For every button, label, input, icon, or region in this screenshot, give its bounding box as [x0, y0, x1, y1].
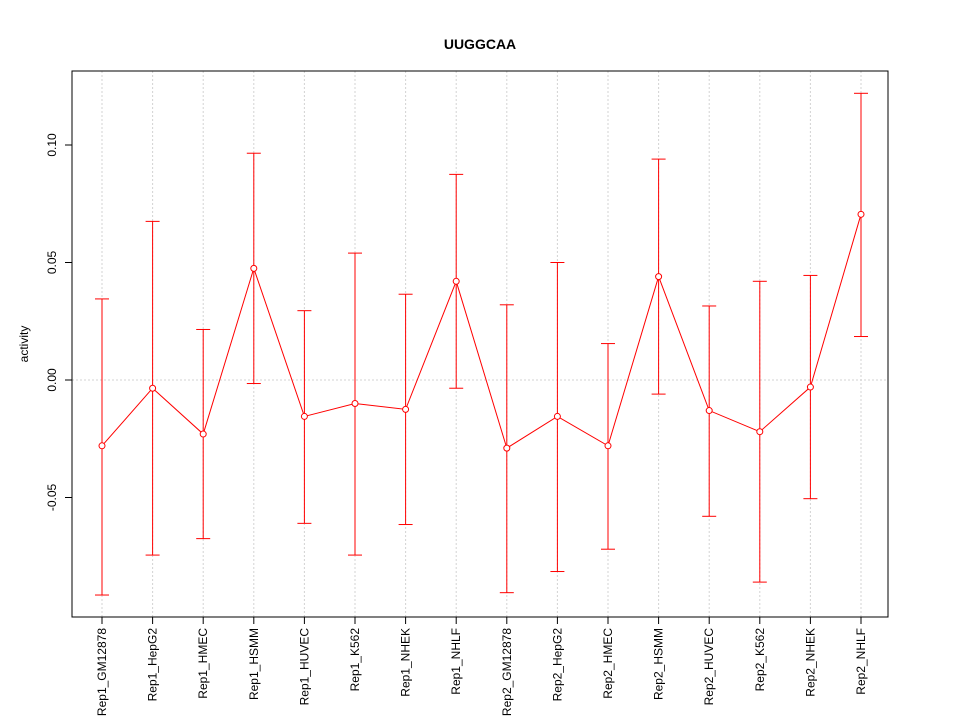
x-tick-label: Rep1_GM12878 [95, 628, 109, 716]
x-tick-label: Rep1_NHLF [449, 628, 463, 695]
x-tick-label: Rep2_HUVEC [702, 628, 716, 706]
y-axis-label: activity [17, 326, 31, 363]
data-point [655, 273, 663, 281]
data-point [452, 277, 460, 285]
data-point [705, 407, 713, 415]
error-bars [95, 92, 868, 596]
data-point [553, 412, 561, 420]
data-point [300, 412, 308, 420]
x-tick-label: Rep1_HepG2 [146, 628, 160, 702]
x-axis: Rep1_GM12878 Rep1_HepG2 Rep1_HMEC Rep1_HSMM… [95, 617, 868, 716]
data-point [250, 264, 258, 272]
x-tick-label: Rep2_HSMM [652, 628, 666, 700]
x-tick-label: Rep2_HMEC [601, 628, 615, 699]
data-point [199, 430, 207, 438]
data-point [503, 444, 511, 452]
grid-lines [101, 71, 862, 617]
y-tick-label: 0.10 [45, 133, 59, 157]
series-polyline [101, 214, 862, 449]
x-tick-label: Rep1_HUVEC [297, 628, 311, 706]
data-point [806, 383, 814, 391]
data-point [98, 442, 106, 450]
x-tick-label: Rep1_NHEK [399, 628, 413, 697]
chart-title: UUGGCAA [444, 36, 516, 52]
x-tick-label: Rep2_K562 [753, 628, 767, 692]
plot-frame [71, 70, 889, 618]
data-point [857, 210, 865, 218]
x-tick-label: Rep1_HSMM [247, 628, 261, 700]
y-tick-label: -0.05 [45, 484, 59, 512]
y-tick-label: 0.00 [45, 368, 59, 392]
data-point [756, 428, 764, 436]
data-point [149, 384, 157, 392]
x-tick-label: Rep2_NHLF [854, 628, 868, 695]
data-points [98, 210, 865, 452]
y-tick-label: 0.05 [45, 250, 59, 274]
series-line [101, 214, 862, 449]
y-axis: -0.05 0.00 0.05 0.10 [45, 133, 72, 511]
data-point [351, 400, 359, 407]
x-tick-label: Rep1_HMEC [196, 628, 210, 699]
x-tick-label: Rep1_K562 [348, 628, 362, 692]
x-tick-label: Rep2_NHEK [803, 628, 817, 697]
x-tick-label: Rep2_GM12878 [500, 628, 514, 716]
x-tick-label: Rep2_HepG2 [550, 628, 564, 702]
data-point [604, 442, 612, 450]
data-point [402, 405, 410, 413]
